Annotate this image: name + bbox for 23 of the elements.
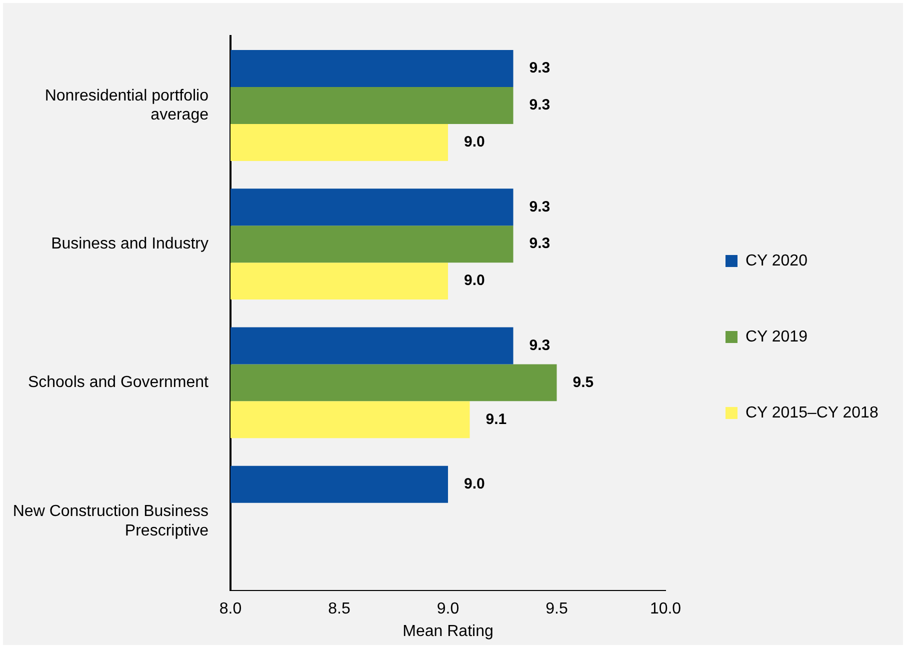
- data-label: 9.0: [464, 475, 485, 492]
- data-label: 9.3: [529, 198, 550, 216]
- data-label: 9.3: [529, 235, 550, 252]
- y-tick-label: New Construction Business Prescriptive: [12, 503, 209, 540]
- data-label: 9.0: [464, 134, 485, 151]
- data-label: 9.3: [529, 336, 550, 354]
- data-label: 9.1: [486, 410, 507, 428]
- x-tick-label: 9.0: [436, 600, 460, 618]
- x-tick-label: 9.5: [546, 600, 568, 618]
- data-label: 9.3: [529, 96, 550, 114]
- y-tick-label: Business and Industry: [51, 236, 208, 253]
- x-axis-title: Mean Rating: [402, 622, 494, 640]
- data-label: 9.5: [572, 374, 594, 391]
- data-label: 9.3: [529, 60, 550, 77]
- y-tick-label: Nonresidential portfolio average: [44, 87, 209, 124]
- x-tick-label: 10.0: [650, 600, 682, 618]
- data-label: 9.0: [464, 272, 485, 290]
- legend-label: CY 2015–CY 2018: [746, 404, 878, 422]
- x-tick-label: 8.5: [328, 600, 350, 618]
- x-tick-label: 8.0: [219, 600, 242, 618]
- y-tick-label: Schools and Government: [28, 374, 210, 392]
- legend-label: CY 2020: [746, 252, 808, 270]
- legend-label: CY 2019: [746, 328, 808, 346]
